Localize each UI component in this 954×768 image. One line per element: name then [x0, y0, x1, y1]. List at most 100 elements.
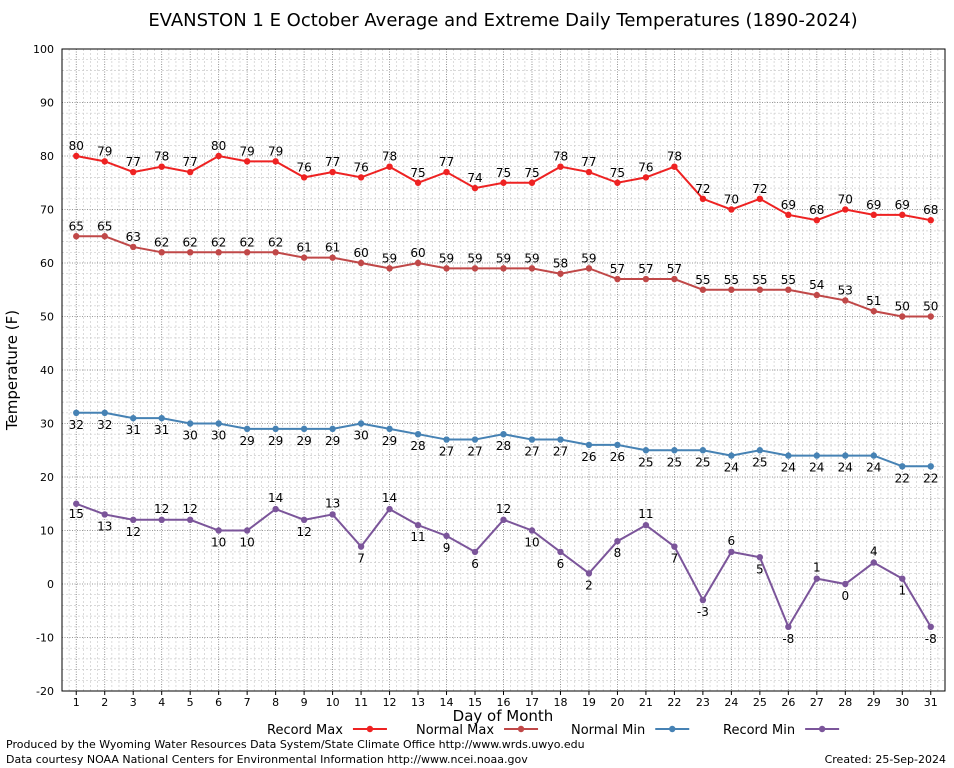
- footer-created-date: Created: 25-Sep-2024: [824, 753, 946, 766]
- data-point: [699, 286, 707, 293]
- x-tick-label: 7: [244, 696, 251, 709]
- x-tick-label: 25: [753, 696, 767, 709]
- x-tick-label: 14: [440, 696, 454, 709]
- x-tick-label: 12: [383, 696, 397, 709]
- data-label: 7: [671, 552, 679, 566]
- x-tick-label: 23: [696, 696, 710, 709]
- data-point: [728, 286, 735, 293]
- x-tick-label: 24: [724, 696, 738, 709]
- data-label: 25: [752, 455, 767, 469]
- data-label: 9: [443, 541, 451, 555]
- data-label: 70: [724, 193, 739, 207]
- data-label: 55: [724, 273, 739, 287]
- data-point: [870, 307, 877, 315]
- data-label: 62: [240, 235, 255, 249]
- data-point: [130, 516, 137, 523]
- legend-swatch-marker: [669, 725, 676, 733]
- x-tick-label: 30: [895, 696, 909, 709]
- data-label: 75: [610, 166, 625, 180]
- data-point: [272, 249, 279, 256]
- data-point: [73, 233, 80, 240]
- data-point: [842, 580, 849, 588]
- data-label: 51: [866, 294, 881, 308]
- x-tick-label: 3: [130, 696, 137, 709]
- data-point: [785, 623, 792, 630]
- data-label: 26: [610, 450, 625, 464]
- data-point: [300, 174, 308, 181]
- data-point: [130, 414, 137, 422]
- data-label: 63: [126, 230, 141, 244]
- data-label: 57: [638, 262, 653, 276]
- data-point: [557, 270, 564, 277]
- data-label: 8: [614, 546, 622, 560]
- data-label: 13: [325, 496, 340, 510]
- data-point: [186, 516, 194, 523]
- data-point: [642, 275, 650, 283]
- data-point: [158, 249, 165, 256]
- data-point: [386, 505, 393, 513]
- data-label: 55: [695, 273, 710, 287]
- y-tick-label: 30: [40, 418, 54, 431]
- y-tick-label: 70: [40, 204, 54, 217]
- data-label: 61: [325, 241, 340, 255]
- data-point: [813, 575, 821, 582]
- data-label: 79: [268, 144, 283, 158]
- data-point: [158, 414, 165, 422]
- x-tick-label: 20: [610, 696, 624, 709]
- data-point: [300, 425, 308, 433]
- data-label: 6: [471, 557, 479, 571]
- x-tick-label: 17: [525, 696, 539, 709]
- data-point: [471, 436, 479, 443]
- data-point: [585, 570, 593, 577]
- x-tick-label: 28: [838, 696, 852, 709]
- data-label: 29: [268, 434, 283, 448]
- data-label: 75: [524, 166, 539, 180]
- plot-frame: [61, 48, 946, 692]
- data-label: -8: [925, 632, 937, 646]
- data-point: [386, 163, 393, 170]
- data-label: 69: [781, 198, 796, 212]
- data-point: [557, 436, 564, 443]
- data-point: [500, 179, 507, 186]
- data-label: 74: [467, 171, 482, 185]
- data-point: [73, 152, 80, 160]
- data-point: [500, 431, 507, 438]
- x-tick-label: 9: [301, 696, 308, 709]
- data-label: 50: [923, 300, 938, 314]
- data-label: 72: [752, 182, 767, 196]
- data-label: 75: [496, 166, 511, 180]
- data-label: 59: [524, 251, 539, 265]
- data-point: [813, 452, 821, 459]
- data-label: 12: [183, 502, 198, 516]
- data-label: 57: [610, 262, 625, 276]
- data-label: 26: [581, 450, 596, 464]
- data-point: [671, 543, 678, 550]
- data-point: [73, 409, 80, 416]
- data-point: [158, 163, 165, 170]
- data-point: [699, 195, 707, 202]
- data-point: [870, 452, 877, 459]
- data-label: 62: [154, 235, 169, 249]
- data-label: 24: [809, 461, 824, 475]
- data-label: 12: [126, 525, 141, 539]
- data-label: 65: [97, 219, 112, 233]
- data-label: 31: [154, 423, 169, 437]
- data-point: [500, 265, 507, 272]
- y-tick-label: 100: [33, 43, 54, 56]
- data-label: 58: [553, 257, 568, 271]
- data-label: 24: [838, 461, 853, 475]
- data-label: 62: [183, 235, 198, 249]
- data-label: 2: [585, 578, 593, 592]
- data-point: [443, 436, 450, 443]
- data-point: [243, 249, 251, 256]
- x-tick-label: 29: [867, 696, 881, 709]
- y-tick-label: -10: [36, 632, 54, 645]
- data-point: [870, 559, 877, 566]
- data-point: [243, 158, 251, 165]
- x-tick-label: 22: [667, 696, 681, 709]
- data-point: [728, 548, 735, 556]
- data-label: 62: [211, 235, 226, 249]
- data-label: 6: [728, 534, 736, 548]
- data-point: [186, 420, 194, 427]
